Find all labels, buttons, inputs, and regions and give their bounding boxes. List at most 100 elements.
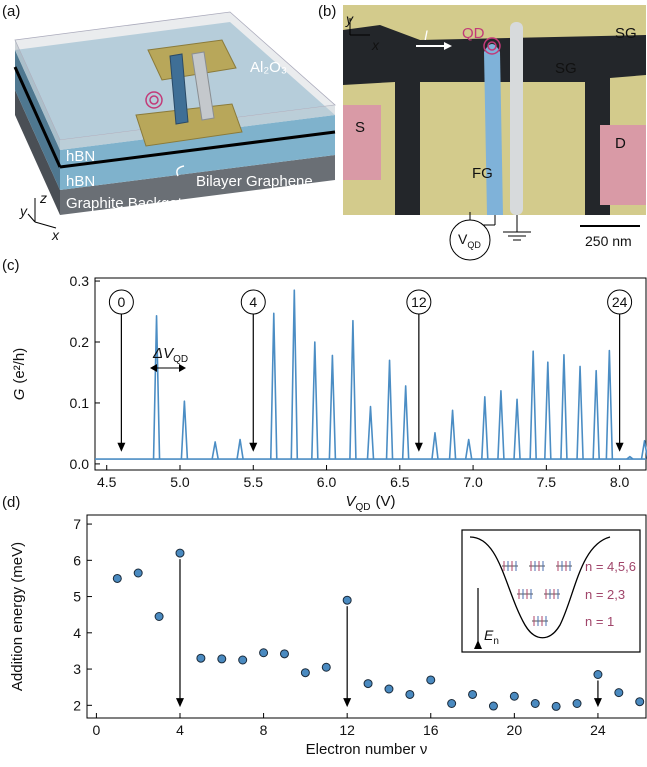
- panel-label: (d): [2, 494, 20, 511]
- point: [260, 649, 268, 657]
- point: [301, 669, 309, 677]
- subscript: QD: [356, 502, 371, 513]
- level-label: n = 1: [585, 614, 614, 629]
- annotation-label: 24: [612, 294, 628, 310]
- arrow: [594, 681, 602, 708]
- x-tick-label: 5.5: [244, 474, 264, 490]
- y-tick-label: 4: [73, 625, 81, 641]
- contact-label: D: [615, 135, 626, 152]
- peak: [514, 399, 520, 459]
- point: [280, 650, 288, 658]
- point: [406, 690, 414, 698]
- scale-label: 250 nm: [585, 233, 632, 249]
- peak: [403, 386, 409, 459]
- point: [218, 655, 226, 663]
- peak: [450, 410, 456, 459]
- subscript: QD: [173, 354, 188, 365]
- peak: [498, 391, 504, 459]
- arrow-head: [343, 698, 351, 707]
- peak: [271, 313, 277, 459]
- x-tick-label: 4: [176, 722, 184, 738]
- peak: [606, 351, 612, 459]
- x-tick-label: 12: [339, 722, 355, 738]
- peak: [466, 440, 472, 460]
- point: [239, 656, 247, 664]
- point: [197, 654, 205, 662]
- panel-label: (b): [318, 3, 336, 20]
- peak: [154, 316, 160, 459]
- x-axis-label: Electron number ν: [306, 741, 428, 758]
- peak: [237, 440, 243, 460]
- y-tick-label: 2: [73, 697, 81, 713]
- x-tick-label: 7.0: [463, 474, 483, 490]
- axis-label: y: [19, 203, 28, 219]
- y-tick-label: 0.3: [70, 273, 90, 289]
- y-tick-label: 0.1: [70, 395, 90, 411]
- x-tick-label: 7.5: [537, 474, 557, 490]
- x-tick-label: 8: [260, 722, 268, 738]
- point: [322, 663, 330, 671]
- arrow: [343, 606, 351, 707]
- peak: [545, 362, 551, 459]
- axis-label: z: [39, 190, 47, 206]
- point: [531, 700, 539, 708]
- panel-label: (c): [2, 257, 20, 274]
- axis-label: x: [371, 37, 380, 53]
- peak: [291, 290, 297, 459]
- point: [615, 689, 623, 697]
- layer-label: hBN: [66, 148, 95, 165]
- level-label: n = 4,5,6: [585, 559, 636, 574]
- arrow-head: [176, 698, 184, 707]
- peak: [212, 442, 218, 459]
- figure: (a) Al₂O₃ hBN hBN Bilayer Graphene Graph…: [0, 0, 647, 767]
- peak: [482, 397, 488, 459]
- x-tick-label: 4.5: [97, 474, 117, 490]
- peak: [432, 433, 438, 459]
- arrow-head: [179, 364, 186, 372]
- y-tick-label: 3: [73, 661, 81, 677]
- x-tick-label: 0: [93, 722, 101, 738]
- x-tick-label: 16: [423, 722, 439, 738]
- y-tick-label: 5: [73, 589, 81, 605]
- arrow-head: [616, 443, 624, 452]
- peak: [387, 360, 393, 459]
- panel-label: (a): [2, 3, 20, 20]
- y-axis-label: G(e²/h): [11, 348, 28, 401]
- arrow-head: [150, 364, 157, 372]
- arrow: [117, 314, 125, 452]
- point: [364, 680, 372, 688]
- layer-label: Graphite Backgate BG: [66, 195, 216, 212]
- point: [134, 569, 142, 577]
- peak: [577, 366, 583, 459]
- arrow: [249, 314, 257, 452]
- layer-label: Bilayer Graphene: [196, 173, 313, 190]
- page: {"panel_a": {"label": "(a)", "al2o3": "A…: [0, 0, 647, 767]
- subscript: n: [493, 636, 499, 647]
- peak: [181, 401, 187, 459]
- x-tick-label: 24: [590, 722, 606, 738]
- contact-label: S: [355, 119, 365, 136]
- point: [385, 685, 393, 693]
- arrow: [616, 314, 624, 452]
- arrow-head: [249, 443, 257, 452]
- x-tick-label: 20: [507, 722, 523, 738]
- x-tick-label: 6.5: [390, 474, 410, 490]
- point: [427, 676, 435, 684]
- axis-label: y: [345, 11, 354, 27]
- x-tick-label: 8.0: [610, 474, 630, 490]
- point: [510, 692, 518, 700]
- gate-label: SG: [555, 60, 577, 77]
- x-tick-label: 6.0: [317, 474, 337, 490]
- arrow-head: [594, 698, 602, 707]
- qd-label: QD: [462, 25, 485, 42]
- y-tick-label: 0.2: [70, 334, 90, 350]
- y-tick-label: 0.0: [70, 456, 90, 472]
- point: [594, 671, 602, 679]
- point: [489, 702, 497, 710]
- annotation-label: 12: [411, 294, 427, 310]
- peak: [561, 355, 567, 459]
- peak: [530, 351, 536, 459]
- micrograph: [343, 5, 646, 260]
- arrow-head: [415, 443, 423, 452]
- peak: [329, 355, 335, 459]
